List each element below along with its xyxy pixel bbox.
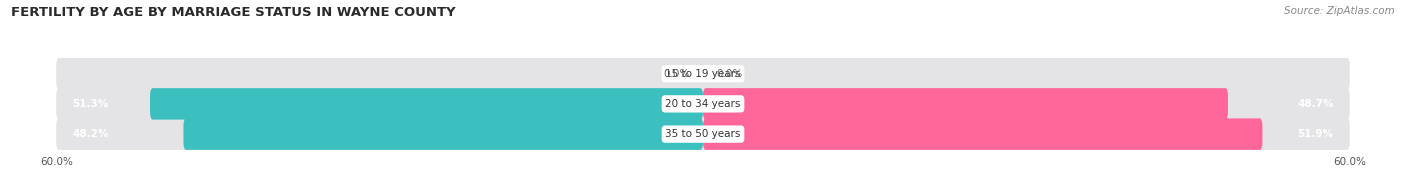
FancyBboxPatch shape bbox=[56, 118, 1350, 150]
FancyBboxPatch shape bbox=[183, 118, 703, 150]
Text: 15 to 19 years: 15 to 19 years bbox=[665, 69, 741, 79]
Text: Source: ZipAtlas.com: Source: ZipAtlas.com bbox=[1284, 6, 1395, 16]
FancyBboxPatch shape bbox=[703, 88, 1227, 120]
Text: 48.7%: 48.7% bbox=[1298, 99, 1333, 109]
Text: 0.0%: 0.0% bbox=[664, 69, 690, 79]
Text: 48.2%: 48.2% bbox=[73, 129, 108, 139]
FancyBboxPatch shape bbox=[150, 88, 703, 120]
Text: 0.0%: 0.0% bbox=[716, 69, 742, 79]
FancyBboxPatch shape bbox=[56, 88, 1350, 120]
FancyBboxPatch shape bbox=[703, 118, 1263, 150]
Text: FERTILITY BY AGE BY MARRIAGE STATUS IN WAYNE COUNTY: FERTILITY BY AGE BY MARRIAGE STATUS IN W… bbox=[11, 6, 456, 19]
FancyBboxPatch shape bbox=[56, 58, 1350, 89]
Text: 51.3%: 51.3% bbox=[73, 99, 108, 109]
Text: 35 to 50 years: 35 to 50 years bbox=[665, 129, 741, 139]
Text: 20 to 34 years: 20 to 34 years bbox=[665, 99, 741, 109]
Text: 51.9%: 51.9% bbox=[1298, 129, 1333, 139]
